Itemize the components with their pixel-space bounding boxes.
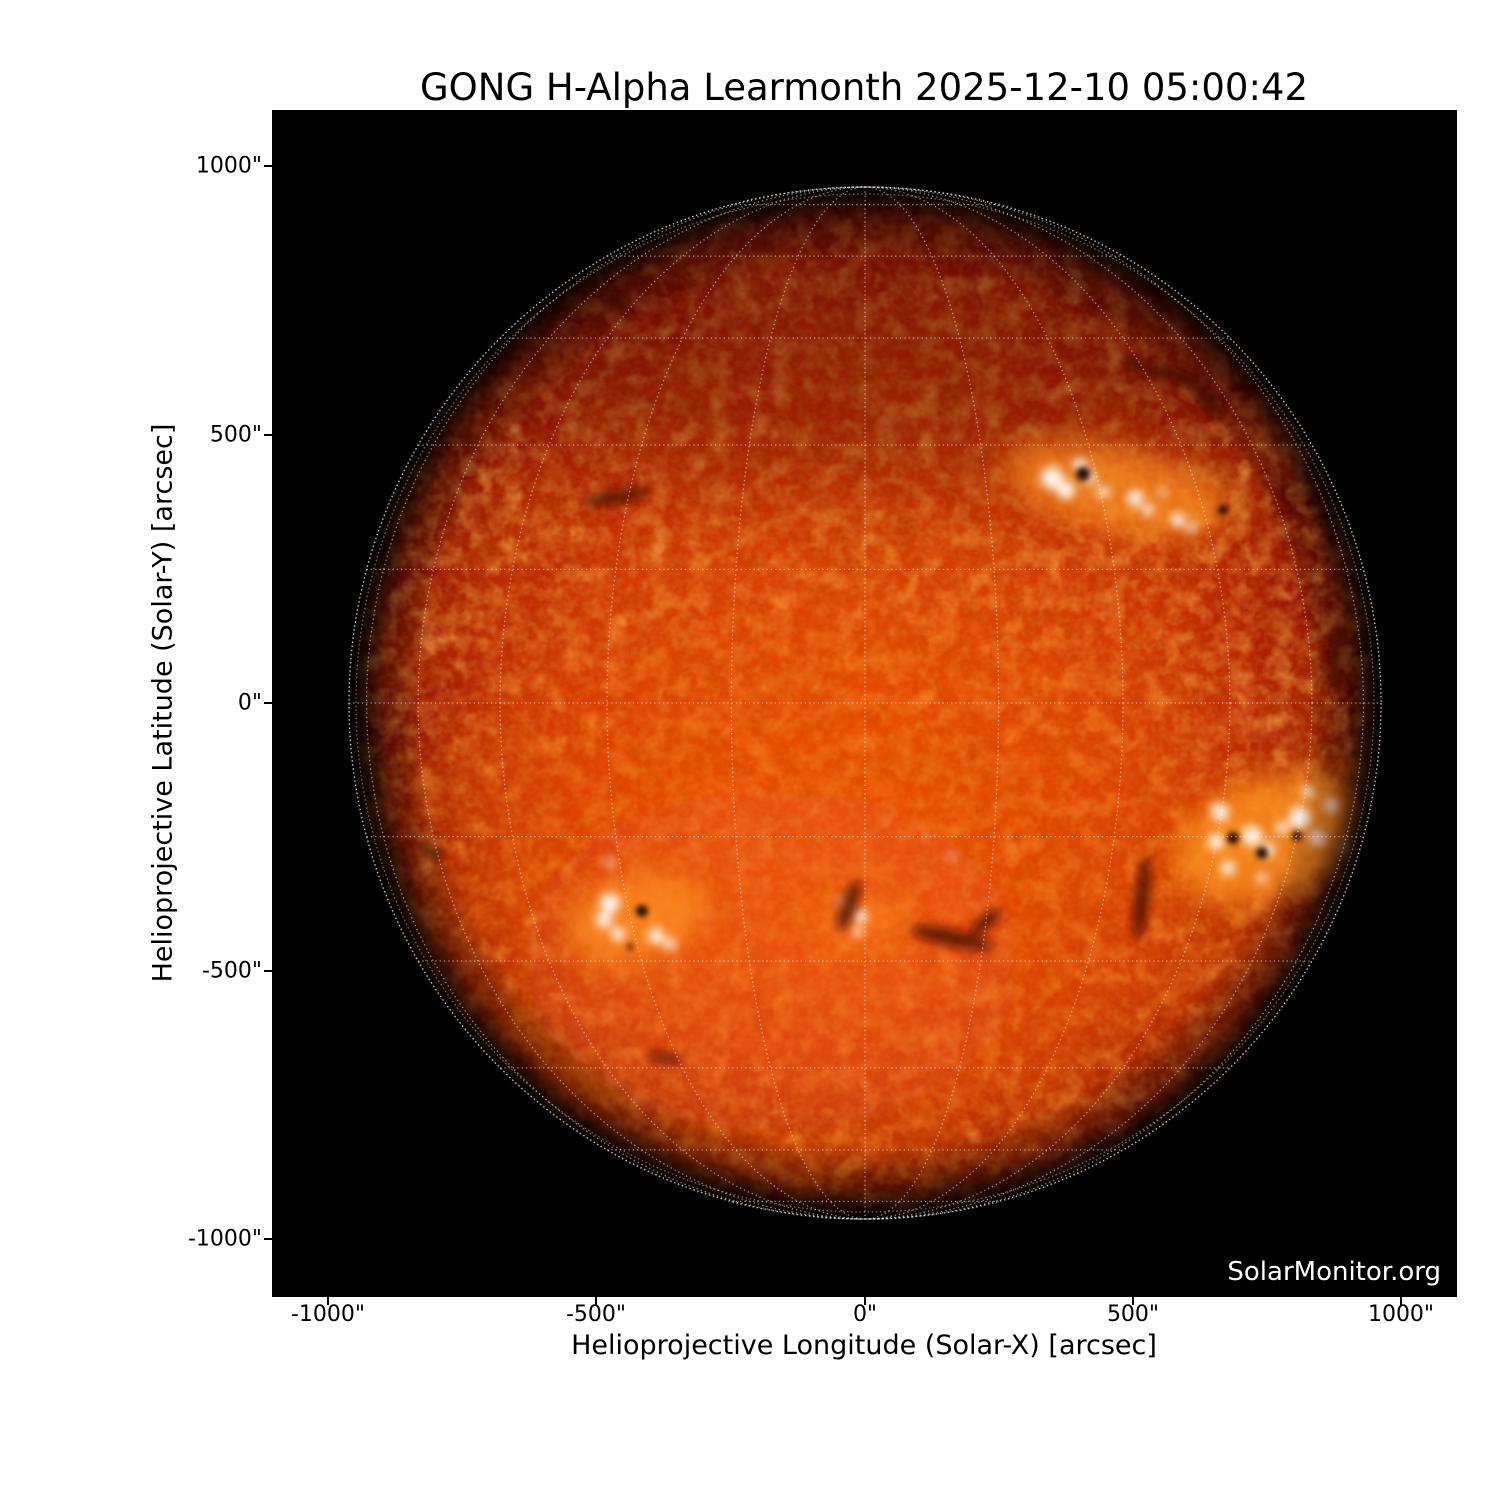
y-tick-label: 0" <box>237 690 262 716</box>
y-axis-tick <box>264 702 272 704</box>
x-tick-label: 0" <box>852 1302 878 1327</box>
y-tick-label: 500" <box>209 422 262 448</box>
x-axis-tick <box>864 1297 866 1305</box>
watermark: SolarMonitor.org <box>1227 1257 1441 1287</box>
x-axis-tick <box>1400 1297 1402 1305</box>
x-tick-label: 500" <box>1106 1302 1160 1327</box>
x-axis-label: Helioprojective Longitude (Solar-X) [arc… <box>571 1330 1157 1361</box>
x-tick-label: 1000" <box>1367 1302 1435 1327</box>
y-axis-tick <box>264 434 272 436</box>
plot-area: SolarMonitor.org <box>272 110 1457 1297</box>
x-axis-tick <box>327 1297 329 1305</box>
y-tick-label: -1000" <box>187 1226 262 1252</box>
y-axis-tick <box>264 165 272 167</box>
y-tick-label: -500" <box>201 958 262 984</box>
y-axis-label: Helioprojective Latitude (Solar-Y) [arcs… <box>147 423 179 983</box>
y-tick-label: 1000" <box>195 153 262 179</box>
x-tick-label: -1000" <box>290 1302 366 1327</box>
x-axis-tick <box>595 1297 597 1305</box>
x-tick-label: -500" <box>565 1302 627 1327</box>
y-axis-tick <box>264 1238 272 1240</box>
page-title: GONG H-Alpha Learmonth 2025-12-10 05:00:… <box>420 66 1308 109</box>
y-axis-tick <box>264 970 272 972</box>
sun-halpha-image <box>272 110 1457 1297</box>
x-axis-tick <box>1132 1297 1134 1305</box>
limb-circle <box>348 186 1382 1220</box>
